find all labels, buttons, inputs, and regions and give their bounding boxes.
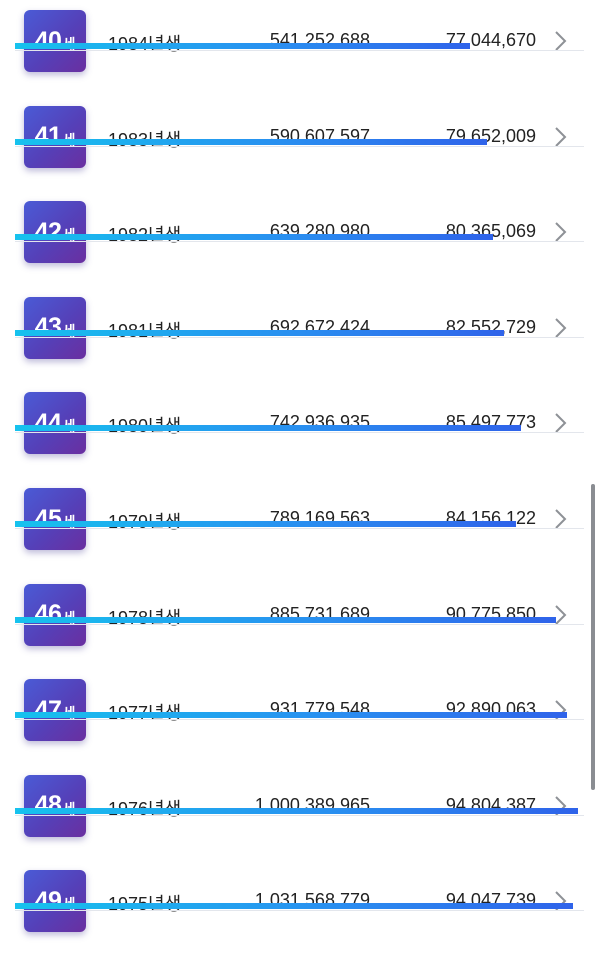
age-number: 46 [34,600,62,629]
bar-track [15,528,584,529]
age-badge: 41세 [24,105,86,168]
progress-bar [15,521,516,527]
chevron-right-icon[interactable] [550,316,570,340]
bar-track [15,336,584,338]
bar-track [15,719,584,721]
age-number: 45 [34,504,62,533]
bar-track [15,814,584,816]
age-list: 40세1984년생541,252,68877,044,67041세1983년생5… [0,0,600,933]
age-number: 48 [34,791,62,820]
age-number: 49 [34,886,62,915]
chevron-right-icon[interactable] [550,507,570,531]
progress-bar [15,807,578,814]
progress-bar [15,43,470,49]
age-number: 43 [34,313,62,342]
age-number: 47 [34,695,62,724]
bar-track [15,623,584,625]
scrollbar[interactable] [591,484,595,790]
age-badge: 42세 [24,201,86,264]
progress-bar [15,712,567,719]
age-number: 44 [34,408,62,437]
bar-track [15,241,584,243]
age-badge: 47세 [24,679,86,742]
progress-bar [15,138,487,145]
age-number: 41 [34,122,62,151]
age-number: 42 [34,217,62,246]
age-badge: 43세 [24,296,86,359]
bar-track [15,145,584,147]
progress-bar [15,903,573,910]
bar-track [15,910,584,912]
progress-bar [15,616,556,623]
progress-bar [15,234,493,241]
age-badge: 49세 [24,870,86,933]
chevron-right-icon[interactable] [550,603,570,627]
age-number: 40 [34,26,62,55]
chevron-right-icon[interactable] [550,411,570,435]
bar-track [15,50,584,51]
progress-bar [15,329,504,336]
age-badge: 48세 [24,774,86,837]
chevron-right-icon[interactable] [550,220,570,244]
age-badge: 45세 [24,488,86,550]
age-badge: 40세 [24,10,86,72]
chevron-right-icon[interactable] [550,125,570,149]
age-badge: 46세 [24,583,86,646]
bar-track [15,432,584,434]
progress-bar [15,425,521,432]
age-badge: 44세 [24,392,86,455]
chevron-right-icon[interactable] [550,29,570,53]
